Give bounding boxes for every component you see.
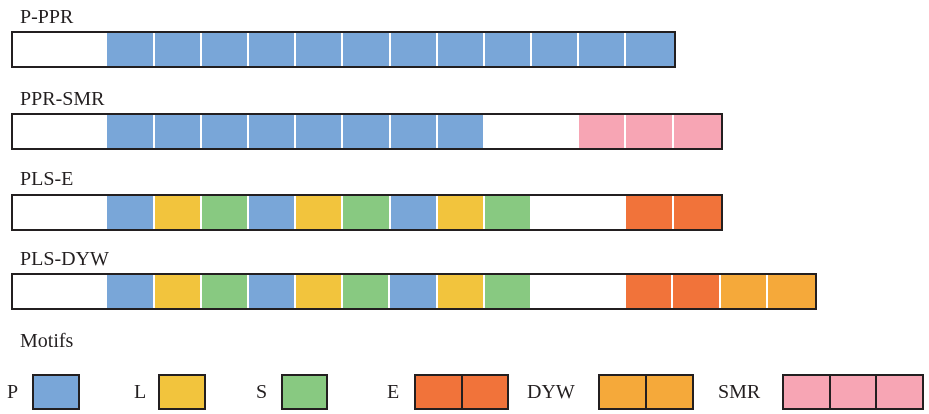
legend-swatch-s [281,374,328,410]
motif-segment-l [296,196,344,229]
motif-segment-none [579,275,627,308]
motif-segment-p [484,33,533,66]
legend-swatch-l [158,374,206,410]
motif-segment-p [296,33,344,66]
legend-swatch-smr [782,374,924,410]
legend-cell-smr [830,376,878,408]
motif-segment-p [437,115,485,148]
motif-segment-p [437,33,485,66]
motif-segment-none [532,196,580,229]
motif-segment-s [343,196,391,229]
legend-swatch-e [414,374,509,410]
protein-label-pls-e: PLS-E [20,168,74,190]
motif-segment-p [201,115,249,148]
motif-segment-dyw [720,275,768,308]
motif-segment-none [13,115,61,148]
motif-segment-p [248,196,297,229]
motif-segment-none [484,115,533,148]
motif-segment-none [13,196,61,229]
motif-segment-smr [626,115,674,148]
motif-segment-p [107,275,155,308]
motif-segment-s [484,196,533,229]
motif-segment-p [390,115,438,148]
motif-segment-e [626,196,674,229]
legend-cell-dyw [647,376,692,408]
legend-cell-s [283,376,326,408]
legend-cell-smr [877,376,923,408]
motif-segment-p [248,115,297,148]
motif-segment-p [154,33,202,66]
motif-segment-none [60,115,108,148]
motif-segment-p [154,115,202,148]
legend-cell-e [416,376,463,408]
protein-label-pls-dyw: PLS-DYW [20,248,109,270]
legend-label-e: E [387,381,400,403]
motif-segment-p [390,196,438,229]
legend-cell-e [462,376,507,408]
legend-cell-smr [784,376,831,408]
motif-segment-s [343,275,391,308]
legend-swatch-dyw [598,374,694,410]
motif-segment-p [579,33,627,66]
protein-label-ppr-smr: PPR-SMR [20,88,105,110]
motif-segment-l [296,275,344,308]
motif-segment-p [248,275,297,308]
protein-bar-pls-e [11,194,723,231]
motif-segment-none [60,33,108,66]
motifs-title: Motifs [20,330,74,352]
legend-cell-dyw [600,376,647,408]
protein-bar-pls-dyw [11,273,817,310]
motif-segment-e [626,275,674,308]
legend-cell-p [34,376,78,408]
motif-segment-p [107,115,155,148]
legend-label-p: P [7,381,19,403]
motif-segment-dyw [767,275,815,308]
motif-segment-l [154,196,202,229]
protein-bar-ppr-smr [11,113,723,150]
motif-segment-s [484,275,532,308]
motif-segment-s [201,196,249,229]
motif-segment-l [437,196,485,229]
motif-segment-p [343,33,391,66]
legend-label-smr: SMR [718,381,761,403]
motif-segment-none [13,275,61,308]
motif-segment-s [201,275,249,308]
motif-segment-l [154,275,202,308]
motif-segment-p [626,33,674,66]
motif-segment-p [390,275,438,308]
motif-segment-none [60,196,108,229]
motif-segment-p [390,33,438,66]
motif-segment-none [532,115,580,148]
motif-segment-p [201,33,249,66]
protein-bar-p-ppr [11,31,676,68]
motif-segment-none [13,33,61,66]
legend-label-l: L [134,381,147,403]
protein-label-p-ppr: P-PPR [20,6,74,28]
legend-label-dyw: DYW [527,381,575,403]
motif-segment-p [248,33,297,66]
motif-segment-e [673,275,721,308]
motif-segment-l [437,275,485,308]
motif-segment-none [60,275,108,308]
motif-segment-p [532,33,580,66]
legend-cell-l [160,376,204,408]
motif-segment-none [531,275,580,308]
motif-segment-smr [673,115,721,148]
legend-label-s: S [256,381,268,403]
motif-segment-p [107,33,155,66]
motif-segment-p [343,115,391,148]
motif-segment-smr [579,115,627,148]
motif-segment-p [107,196,155,229]
motif-segment-none [579,196,627,229]
motif-segment-p [296,115,344,148]
legend-swatch-p [32,374,80,410]
motif-segment-e [673,196,721,229]
